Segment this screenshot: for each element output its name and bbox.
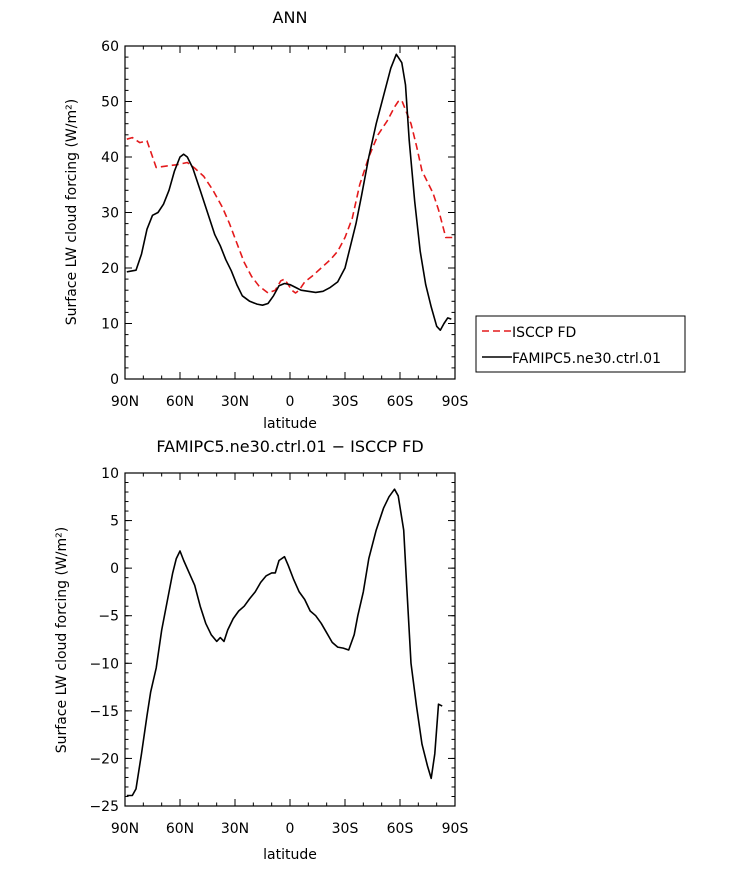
- x-tick-label: 30S: [332, 821, 359, 837]
- chart-title-top: ANN: [273, 8, 308, 27]
- x-tick-label: 90N: [111, 394, 139, 410]
- y-tick-label: 10: [101, 466, 119, 482]
- y-tick-label: −25: [89, 799, 119, 815]
- y-tick-label: 20: [101, 261, 119, 277]
- y-tick-label: 30: [101, 206, 119, 222]
- x-tick-label: 30N: [221, 821, 249, 837]
- legend-box: [475, 315, 686, 373]
- axis-ticks-top: 90N 60N 30N 0 30S 60S 90S 0 10 20 30 40 50 60: [101, 39, 468, 410]
- y-tick-label: 10: [101, 317, 119, 333]
- legend-label-isccp: ISCCP FD: [512, 325, 576, 341]
- y-tick-label: 60: [101, 39, 119, 55]
- y-tick-label: −10: [89, 656, 119, 672]
- y-tick-label: −20: [89, 751, 119, 767]
- panel-bottom: FAMIPC5.ne30.ctrl.01 − ISCCP FD 90N 60N 30…: [54, 437, 468, 863]
- legend: ISCCP FD FAMIPC5.ne30.ctrl.01: [475, 315, 686, 373]
- axis-ticks-bottom: 90N 60N 30N 0 30S 60S 90S 10 5 0 −5 −10 −15 −20 −25: [89, 466, 468, 837]
- y-tick-label: 40: [101, 150, 119, 166]
- x-tick-label: 0: [286, 394, 295, 410]
- y-tick-label: 50: [101, 95, 119, 111]
- y-tick-label: 0: [110, 372, 119, 388]
- x-tick-label: 90S: [442, 821, 469, 837]
- x-tick-label: 60N: [166, 821, 194, 837]
- panel-top: ANN 90N 60N 30N 0 30S 60S 90S 0 10 20 30 40 50 60 lat…: [64, 8, 686, 432]
- x-axis-label-top: latitude: [263, 416, 317, 432]
- x-tick-label: 30S: [332, 394, 359, 410]
- x-tick-label: 30N: [221, 394, 249, 410]
- chart-title-bottom: FAMIPC5.ne30.ctrl.01 − ISCCP FD: [156, 437, 423, 456]
- y-axis-label-top: Surface LW cloud forcing (W/m²): [64, 99, 80, 325]
- x-tick-label: 60S: [387, 821, 414, 837]
- series-lines-top: [126, 53, 454, 332]
- plot-frame-bottom: [124, 472, 456, 807]
- y-tick-label: −5: [98, 609, 119, 625]
- y-axis-label-bottom: Surface LW cloud forcing (W/m²): [54, 527, 70, 753]
- x-tick-label: 90N: [111, 821, 139, 837]
- series-line-top-1: [126, 53, 452, 332]
- y-tick-label: −15: [89, 704, 119, 720]
- x-tick-label: 60S: [387, 394, 414, 410]
- series-line-bottom-0: [126, 488, 443, 797]
- x-axis-label-bottom: latitude: [263, 847, 317, 863]
- y-tick-label: 0: [110, 561, 119, 577]
- legend-label-famipc5: FAMIPC5.ne30.ctrl.01: [512, 351, 661, 367]
- x-tick-label: 90S: [442, 394, 469, 410]
- x-tick-label: 0: [286, 821, 295, 837]
- y-tick-label: 5: [110, 514, 119, 530]
- x-tick-label: 60N: [166, 394, 194, 410]
- series-lines-bottom: [126, 488, 443, 797]
- series-line-top-0: [126, 99, 454, 294]
